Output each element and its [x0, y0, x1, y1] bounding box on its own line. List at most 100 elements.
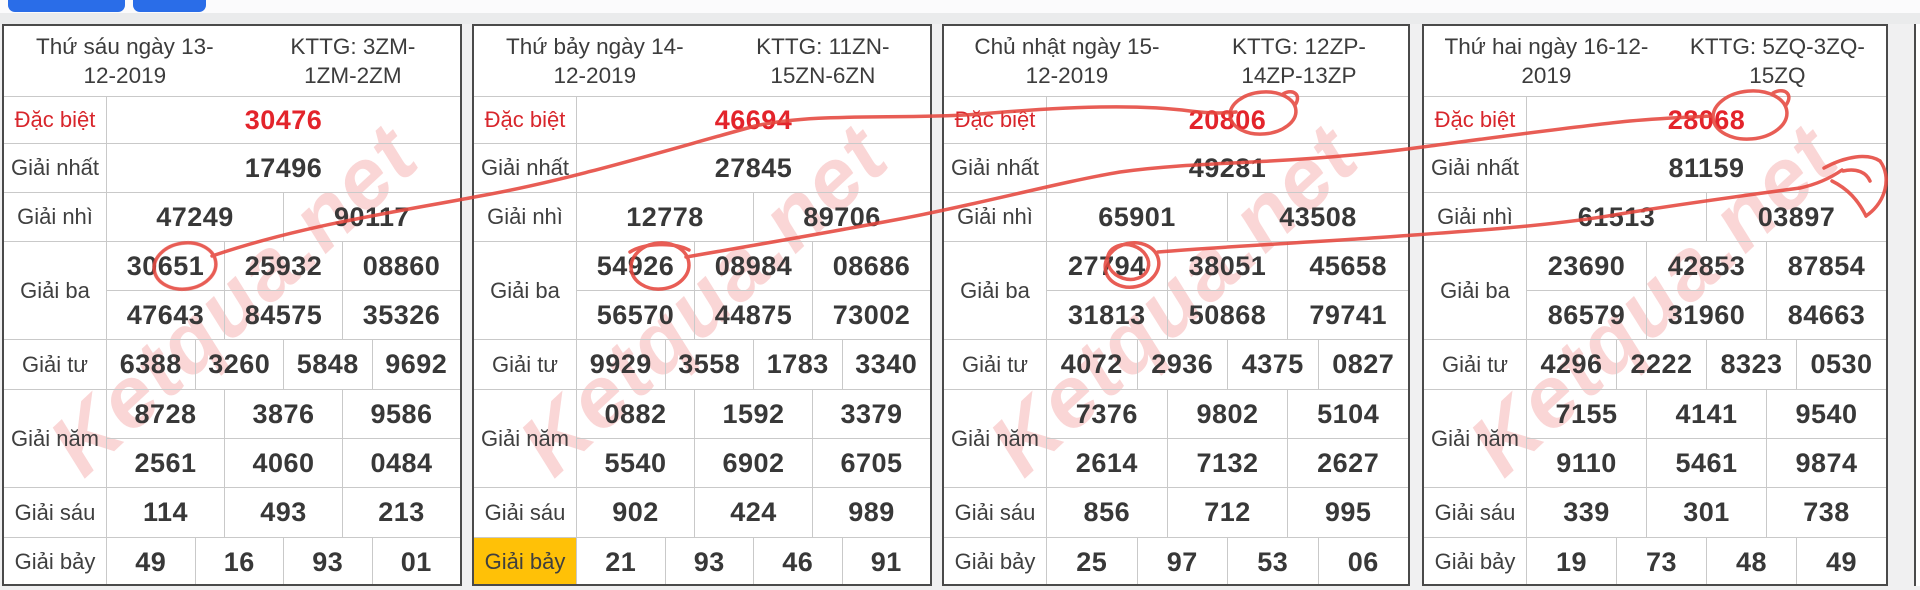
- prize-label: Giải nhất: [1424, 144, 1527, 192]
- prize-number: 03897: [1706, 193, 1886, 241]
- prize-label: Giải tư: [474, 340, 577, 389]
- prize-number: 0530: [1796, 340, 1886, 389]
- prize-number: 31960: [1646, 291, 1766, 339]
- row-giai-ba: Giải ba 27794 38051 45658 31813 50868 79…: [944, 241, 1408, 339]
- prize-number: 44875: [694, 291, 812, 339]
- prize-number: 2614: [1075, 447, 1138, 478]
- row-giai-bay: Giải bảy 25 97 53 06: [944, 537, 1408, 584]
- prize-label: Giải bảy: [4, 538, 107, 584]
- prize-number: 0484: [342, 439, 460, 487]
- prize-number: 0882: [604, 398, 667, 429]
- table-header: Thứ hai ngày 16-12-2019 KTTG: 5ZQ-3ZQ-15…: [1424, 26, 1886, 96]
- prize-number: 1783: [753, 340, 842, 389]
- prize-number: 73: [1616, 538, 1706, 584]
- table-date: Chủ nhật ngày 15-12-2019: [974, 33, 1160, 88]
- row-giai-nhat: Giải nhất 81159: [1424, 143, 1886, 192]
- prize-number: 114: [142, 497, 189, 527]
- prize-number: 93: [664, 538, 754, 584]
- prize-number: 89706: [753, 193, 930, 241]
- prize-label: Giải bảy: [944, 538, 1047, 584]
- row-giai-ba: Giải ba 30651 25932 08860 47643 84575 35…: [4, 241, 460, 339]
- prize-label: Giải bảy: [1424, 538, 1527, 584]
- prize-label: Giải sáu: [474, 488, 577, 537]
- prize-label: Giải ba: [4, 242, 107, 339]
- prize-number: 2936: [1136, 340, 1228, 389]
- row-giai-bay-highlighted: Giải bảy 21 93 46 91: [474, 537, 931, 584]
- special-prize-number: 28068: [1667, 104, 1746, 135]
- prize-label: Đặc biệt: [4, 97, 107, 143]
- row-giai-sau: Giải sáu 856 712 995: [944, 487, 1408, 537]
- prize-label: Giải nhất: [474, 144, 577, 192]
- prize-label-highlighted: Giải bảy: [474, 538, 577, 584]
- row-giai-tu: Giải tư 4072 2936 4375 0827: [944, 339, 1408, 389]
- row-giai-bay: Giải bảy 49 16 93 01: [4, 537, 460, 584]
- special-prize-number: 30476: [244, 104, 323, 135]
- prize-number: 8728: [134, 398, 197, 429]
- row-giai-nhi: Giải nhì 65901 43508: [944, 192, 1408, 241]
- prize-number: 4060: [224, 439, 342, 487]
- prize-number: 31813: [1068, 299, 1146, 330]
- prize-number: 9874: [1766, 439, 1886, 487]
- prize-number: 9110: [1556, 447, 1617, 478]
- prize-label: Giải tư: [944, 340, 1047, 389]
- prize-number: 49: [1796, 538, 1886, 584]
- prize-label: Giải nhì: [474, 193, 577, 241]
- table-header: Thứ bảy ngày 14-12-2019 KTTG: 11ZN-15ZN-…: [474, 26, 930, 96]
- prize-label: Giải năm: [4, 390, 107, 487]
- row-giai-nhi: Giải nhì 47249 90117: [4, 192, 460, 241]
- prize-number: 97: [1136, 538, 1228, 584]
- prize-number: 4296: [1540, 349, 1603, 379]
- prize-number: 301: [1646, 488, 1766, 537]
- prize-number: 25: [1076, 546, 1108, 577]
- table-header: Chủ nhật ngày 15-12-2019 KTTG: 12ZP-14ZP…: [944, 26, 1408, 96]
- prize-number: 12778: [626, 201, 704, 232]
- special-prize-number: 20806: [1188, 104, 1267, 135]
- row-giai-sau: Giải sáu 114 493 213: [4, 487, 460, 537]
- prize-number: 21: [605, 546, 637, 577]
- prize-label: Giải tư: [4, 340, 107, 389]
- table-kttg: KTTG: 11ZN-15ZN-6ZN: [756, 33, 890, 88]
- row-giai-sau: Giải sáu 902 424 989: [474, 487, 930, 537]
- prize-number: 56570: [596, 299, 675, 330]
- prize-number: 47249: [156, 201, 234, 232]
- prize-number: 79741: [1287, 291, 1408, 339]
- prize-number: 4072: [1060, 349, 1123, 379]
- prize-label: Giải sáu: [944, 488, 1047, 537]
- row-giai-nhat: Giải nhất 17496: [4, 143, 460, 192]
- prize-number: 4375: [1227, 340, 1318, 389]
- prize-number: 84575: [224, 291, 342, 339]
- prize-number: 3340: [841, 340, 931, 389]
- prize-number: 493: [224, 488, 342, 537]
- prize-number: 995: [1287, 488, 1408, 537]
- prize-number: 9586: [342, 390, 460, 438]
- prize-number: 5461: [1646, 439, 1766, 487]
- row-dac-biet: Đặc biệt 28068: [1424, 96, 1886, 143]
- prize-number: 93: [283, 538, 372, 584]
- prize-number: 16: [194, 538, 284, 584]
- prize-number: 43508: [1227, 193, 1408, 241]
- prize-label: Đặc biệt: [1424, 97, 1527, 143]
- top-button-right[interactable]: [133, 0, 206, 12]
- prize-label: Giải sáu: [4, 488, 107, 537]
- prize-number: 30651: [126, 250, 205, 281]
- prize-number: 9802: [1166, 390, 1288, 438]
- row-giai-nam: Giải năm 0882 1592 3379 5540 6902 6705: [474, 389, 930, 487]
- prize-number: 27794: [1068, 250, 1146, 281]
- table-kttg: KTTG: 3ZM-1ZM-2ZM: [290, 33, 416, 88]
- prize-label: Giải năm: [474, 390, 577, 487]
- prize-number: 91: [841, 538, 931, 584]
- prize-label: Giải nhì: [4, 193, 107, 241]
- top-white-strip: [0, 0, 1920, 13]
- row-giai-nhi: Giải nhì 61513 03897: [1424, 192, 1886, 241]
- prize-label: Giải nhì: [1424, 193, 1527, 241]
- prize-number: 5540: [604, 447, 667, 478]
- prize-label: Đặc biệt: [944, 97, 1047, 143]
- top-button-left[interactable]: [8, 0, 125, 12]
- next-table-edge: [1914, 24, 1920, 586]
- prize-number: 738: [1766, 488, 1886, 537]
- prize-label: Giải nhì: [944, 193, 1047, 241]
- prize-number: 50868: [1166, 291, 1288, 339]
- prize-number: 48: [1706, 538, 1796, 584]
- table-date: Thứ hai ngày 16-12-2019: [1444, 33, 1649, 88]
- row-giai-nam: Giải năm 7155 4141 9540 9110 5461 9874: [1424, 389, 1886, 487]
